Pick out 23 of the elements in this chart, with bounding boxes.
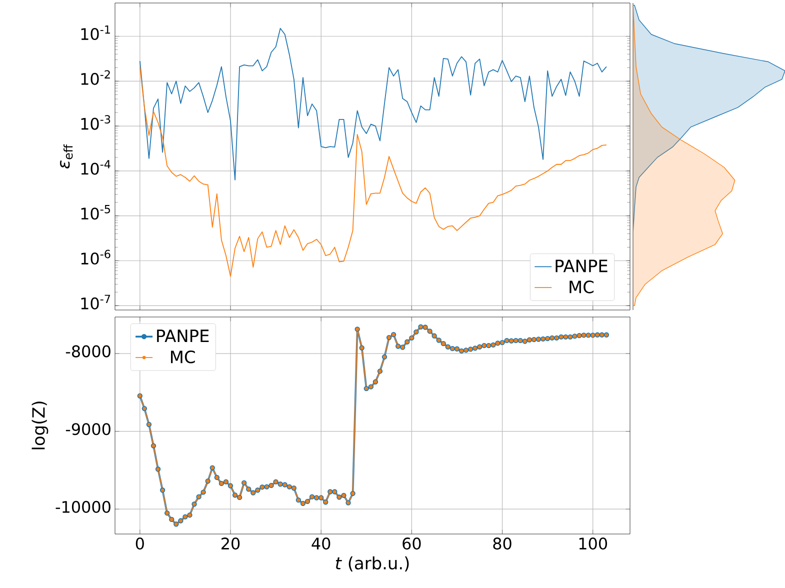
- x-tick-label: 20: [222, 538, 240, 550]
- x-axis-title: t (arb.u.): [336, 556, 409, 572]
- x-tick-label: 0: [136, 538, 144, 550]
- y-tick-label: -8000: [66, 345, 110, 358]
- y-tick-label: -10000: [56, 500, 110, 513]
- y-tick-label: -9000: [66, 423, 110, 436]
- x-tick-label: 80: [493, 538, 512, 550]
- y-tick-label: 10$^{-5}$: [81, 205, 110, 220]
- legend-label: PANPE: [157, 330, 209, 342]
- x-tick-label: 100: [579, 538, 608, 550]
- y-tick-label: 10$^{-3}$: [81, 115, 110, 130]
- y-tick-label: 10$^{-1}$: [81, 25, 110, 40]
- y-axis-title: log(Z): [32, 402, 48, 450]
- legend-label: MC: [171, 350, 195, 364]
- y-tick-label: 10$^{-2}$: [81, 70, 110, 85]
- y-tick-label: 10$^{-4}$: [81, 160, 110, 175]
- legend-label: PANPE: [556, 260, 608, 272]
- x-tick-label: 60: [402, 538, 421, 550]
- legend-label: MC: [570, 280, 594, 294]
- x-tick-label: 40: [312, 538, 330, 550]
- y-tick-label: 10$^{-7}$: [81, 294, 110, 310]
- y-tick-label: 10$^{-6}$: [81, 250, 110, 265]
- y-axis-title: ε$_{eff}$: [60, 144, 73, 168]
